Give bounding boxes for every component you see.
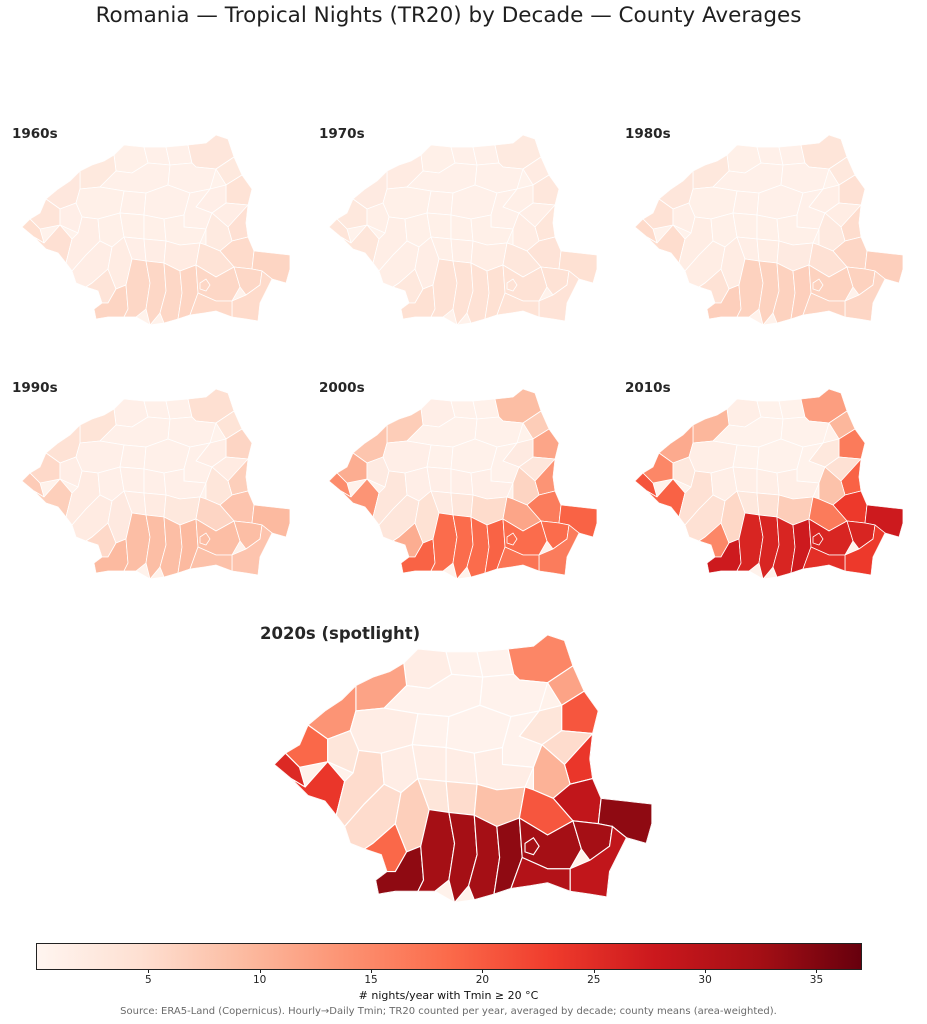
county-region [802, 292, 846, 318]
bucharest-outline [812, 278, 824, 292]
county-region [165, 144, 193, 166]
county-region [844, 524, 886, 576]
county-region [426, 190, 454, 216]
panel-label-1980s: 1980s [625, 126, 671, 142]
county-region [732, 212, 758, 240]
county-region [510, 856, 571, 893]
source-note: Source: ERA5-Land (Copernicus). Hourly→D… [120, 1006, 777, 1017]
colorbar-tick-label: 35 [809, 974, 824, 986]
county-region [119, 444, 147, 470]
bucharest-outline [524, 836, 540, 856]
county-region [756, 214, 780, 242]
county-region [189, 292, 233, 318]
map-1970s [328, 134, 598, 326]
figure-title: Romania — Tropical Nights (TR20) by Deca… [95, 3, 802, 28]
county-region [143, 146, 171, 166]
county-region [496, 546, 540, 572]
county-region [538, 270, 580, 322]
county-region [732, 190, 760, 216]
county-region [450, 238, 474, 264]
map-2000s [328, 388, 598, 580]
colorbar-tick [816, 969, 818, 973]
colorbar-tick-label: 20 [475, 974, 490, 986]
colorbar-tick [593, 969, 595, 973]
colorbar-tick [259, 969, 261, 973]
bucharest-outline [199, 532, 211, 546]
bucharest-outline [506, 532, 518, 546]
county-region [189, 546, 233, 572]
county-region [476, 648, 515, 678]
map-2010s [634, 388, 904, 580]
county-region [756, 238, 780, 264]
colorbar-gradient [36, 943, 862, 970]
bucharest-outline [199, 278, 211, 292]
county-region [732, 466, 758, 494]
colorbar-label: # nights/year with Tmin ≥ 20 °C [358, 989, 539, 1002]
county-region [411, 713, 450, 749]
county-region [538, 524, 580, 576]
county-region [231, 524, 273, 576]
county-region [274, 752, 307, 789]
county-region [165, 398, 193, 420]
county-region [119, 190, 147, 216]
county-region [143, 214, 167, 242]
map-2020s-spotlight [273, 634, 653, 904]
bucharest-outline [812, 532, 824, 546]
county-region [445, 780, 478, 816]
colorbar-tick [482, 969, 484, 973]
panel-label-1990s: 1990s [12, 380, 58, 396]
county-region [119, 212, 145, 240]
county-region [445, 746, 478, 785]
county-region [143, 400, 171, 420]
county-region [802, 546, 846, 572]
county-region [778, 144, 806, 166]
county-region [450, 214, 474, 242]
county-region [756, 400, 784, 420]
county-region [496, 292, 540, 318]
county-region [756, 492, 780, 518]
county-region [450, 492, 474, 518]
colorbar-tick [371, 969, 373, 973]
colorbar-tick-label: 10 [253, 974, 267, 986]
county-region [635, 218, 658, 244]
county-region [231, 270, 273, 322]
colorbar-tick [148, 969, 150, 973]
county-region [472, 144, 500, 166]
county-region [426, 444, 454, 470]
panel-label-2010s: 2010s [625, 380, 671, 396]
bucharest-outline [506, 278, 518, 292]
colorbar-tick-label: 15 [364, 974, 378, 986]
county-region [119, 466, 145, 494]
map-1960s [21, 134, 291, 326]
county-region [143, 492, 167, 518]
county-region [844, 270, 886, 322]
county-region [450, 400, 478, 420]
colorbar: 5 10 15 20 25 30 35 [36, 943, 862, 986]
county-region [756, 468, 780, 496]
county-region [143, 468, 167, 496]
colorbar-tick [705, 969, 707, 973]
spotlight-label: 2020s (spotlight) [260, 624, 421, 643]
county-region [143, 238, 167, 264]
county-region [450, 468, 474, 496]
panel-label-2000s: 2000s [319, 380, 365, 396]
map-1980s [634, 134, 904, 326]
county-region [472, 398, 500, 420]
county-region [778, 398, 806, 420]
county-region [450, 146, 478, 166]
map-1990s [21, 388, 291, 580]
county-region [426, 212, 452, 240]
colorbar-tick-label: 25 [587, 974, 601, 986]
panel-label-1970s: 1970s [319, 126, 365, 142]
panel-label-1960s: 1960s [12, 126, 58, 142]
county-region [732, 444, 760, 470]
county-region [445, 651, 484, 678]
county-region [426, 466, 452, 494]
county-region [756, 146, 784, 166]
colorbar-tick-label: 5 [145, 974, 152, 986]
colorbar-tick-label: 30 [698, 974, 712, 986]
county-region [411, 744, 447, 783]
